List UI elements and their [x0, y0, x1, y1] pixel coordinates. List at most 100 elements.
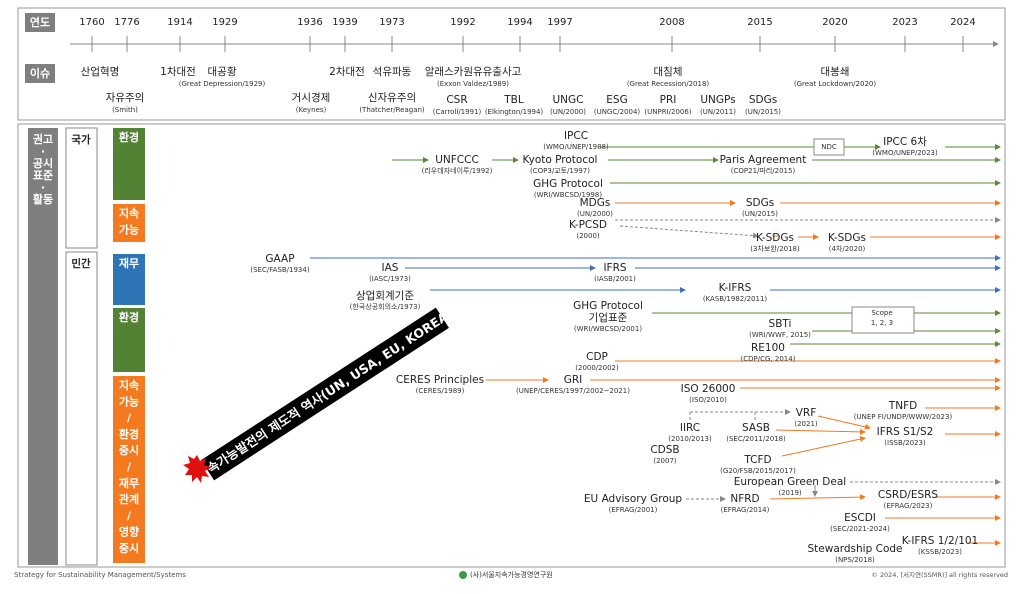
item-label: 상업회계기준: [356, 289, 414, 302]
category-label: 지속: [119, 378, 139, 392]
item-label: GHG Protocol: [573, 300, 643, 312]
year: 1760: [79, 17, 104, 28]
category-label: 중시: [119, 542, 139, 555]
item-sub: (2000/2002): [575, 364, 619, 372]
issue: TBL: [503, 94, 524, 106]
year: 1936: [297, 17, 322, 28]
year-tag: [25, 13, 55, 32]
item-sub: (3차보완/2018): [750, 244, 800, 253]
footer-center: (사)서울지속가능경영연구원: [470, 570, 553, 579]
item-sub: (NPS/2018): [835, 556, 875, 564]
item-sub: (ISO/2010): [689, 396, 727, 404]
item-sub: (WRI/WWF, 2015): [749, 331, 811, 339]
item-label: TCFD: [743, 454, 771, 466]
category-box: [113, 128, 145, 200]
category-label: /: [127, 461, 132, 474]
category-label: /: [127, 509, 132, 522]
main-label: ·: [41, 181, 45, 194]
footer-left: Strategy for Sustainability Management/S…: [14, 571, 186, 579]
item-label-2: 기업표준: [589, 311, 628, 324]
item-sub: (SEC/2021-2024): [830, 525, 890, 533]
connector: [775, 428, 866, 435]
category-label: 지속: [119, 206, 139, 220]
item-sub: (WRI/WBCSD/2001): [574, 325, 642, 333]
year: 2015: [747, 17, 772, 28]
issue-sub: (Thatcher/Reagan): [359, 106, 425, 114]
year: 1994: [507, 17, 532, 28]
item-label: GHG Protocol: [533, 178, 603, 190]
issue: 산업혁명: [81, 65, 120, 78]
year: 2024: [950, 17, 975, 28]
item-sub: (SEC/FASB/1934): [250, 266, 309, 274]
category-label: 가능: [119, 222, 139, 236]
item-sub: (UN/2015): [742, 210, 778, 218]
year: 1992: [450, 17, 475, 28]
logo: [459, 571, 467, 579]
item-sub: (EFRAG/2023): [884, 502, 933, 510]
group-label: 민간: [71, 257, 91, 270]
item-label: GRI: [564, 374, 583, 386]
item-label: IPCC 6차: [883, 136, 927, 148]
category-label: 환경: [119, 310, 139, 324]
issue: SDGs: [749, 94, 777, 106]
issue: 대봉쇄: [821, 66, 850, 78]
item-sub: (IASC/1973): [369, 275, 411, 283]
year: 2023: [892, 17, 917, 28]
item-label: Scope: [871, 309, 892, 317]
category-label: /: [127, 412, 132, 425]
category-label: 가능: [119, 394, 139, 408]
category-box: [113, 308, 145, 372]
item-sub: (UNEP FI/UNDP/WWW/2023): [854, 413, 953, 421]
bottom-frame: [17, 123, 1006, 568]
item-label: IAS: [382, 262, 399, 274]
item-sub: (G20/FSB/2015/2017): [720, 467, 796, 475]
item-sub: (2007): [653, 457, 677, 465]
issue-sub: (Great Recession/2018): [627, 80, 710, 88]
item-label: IIRC: [680, 422, 700, 434]
item-label: UNFCCC: [435, 154, 479, 166]
item-label: CDSB: [650, 444, 679, 456]
category-label: 영향: [119, 525, 139, 539]
item-label: CSRD/ESRS: [878, 489, 939, 501]
item-label: K-SDGs: [828, 232, 866, 244]
item-label: IPCC: [564, 130, 588, 142]
item-sub: (WMO/UNEP/1988): [543, 143, 609, 151]
year: 1997: [547, 17, 572, 28]
item-sub: (SEC/2011/2018): [726, 435, 786, 443]
item-sub: (KASB/1982/2011): [703, 295, 768, 303]
year: 2008: [659, 17, 684, 28]
category-label: 환경: [119, 427, 139, 441]
item-label: ISO 26000: [681, 383, 736, 395]
item-sub: (2000): [576, 232, 600, 240]
main-label: 활동: [33, 192, 53, 206]
item-sub: (2019): [778, 489, 802, 497]
category-box: [113, 204, 145, 242]
issue: UNGPs: [700, 94, 735, 106]
group-box: [65, 251, 98, 566]
issue: 2차대전: [329, 66, 365, 78]
item-label: TNFD: [888, 400, 917, 412]
issue-sub: (Carroll/1991): [433, 108, 482, 116]
item-sub: (EFRAG/2014): [721, 506, 770, 514]
item-label: K-PCSD: [569, 219, 607, 231]
item-label: Kyoto Protocol: [523, 154, 598, 166]
issue-tag: [25, 64, 55, 83]
category-box: [113, 254, 145, 305]
item-label: RE100: [751, 342, 785, 354]
year-label: 연도: [30, 15, 50, 29]
main-column: [28, 128, 58, 565]
item-label: CDP: [586, 351, 608, 363]
main-label: 표준: [33, 169, 53, 182]
issue-sub: (Elkington/1994): [485, 108, 544, 116]
issue-sub: (Keynes): [296, 106, 327, 114]
top-frame: [17, 7, 1006, 121]
item-label: Stewardship Code: [808, 543, 903, 555]
item-label: ESCDI: [844, 512, 876, 524]
item-label: Paris Agreement: [720, 154, 807, 166]
item-label: K-IFRS 1/2/101: [902, 535, 978, 547]
category-label: 재무: [119, 476, 139, 490]
issue: 석유파동: [373, 66, 412, 78]
item-label: CERES Principles: [396, 374, 484, 386]
item-sub: (한국상공회의소/1973): [350, 302, 421, 311]
issue-sub: (Smith): [112, 106, 138, 114]
